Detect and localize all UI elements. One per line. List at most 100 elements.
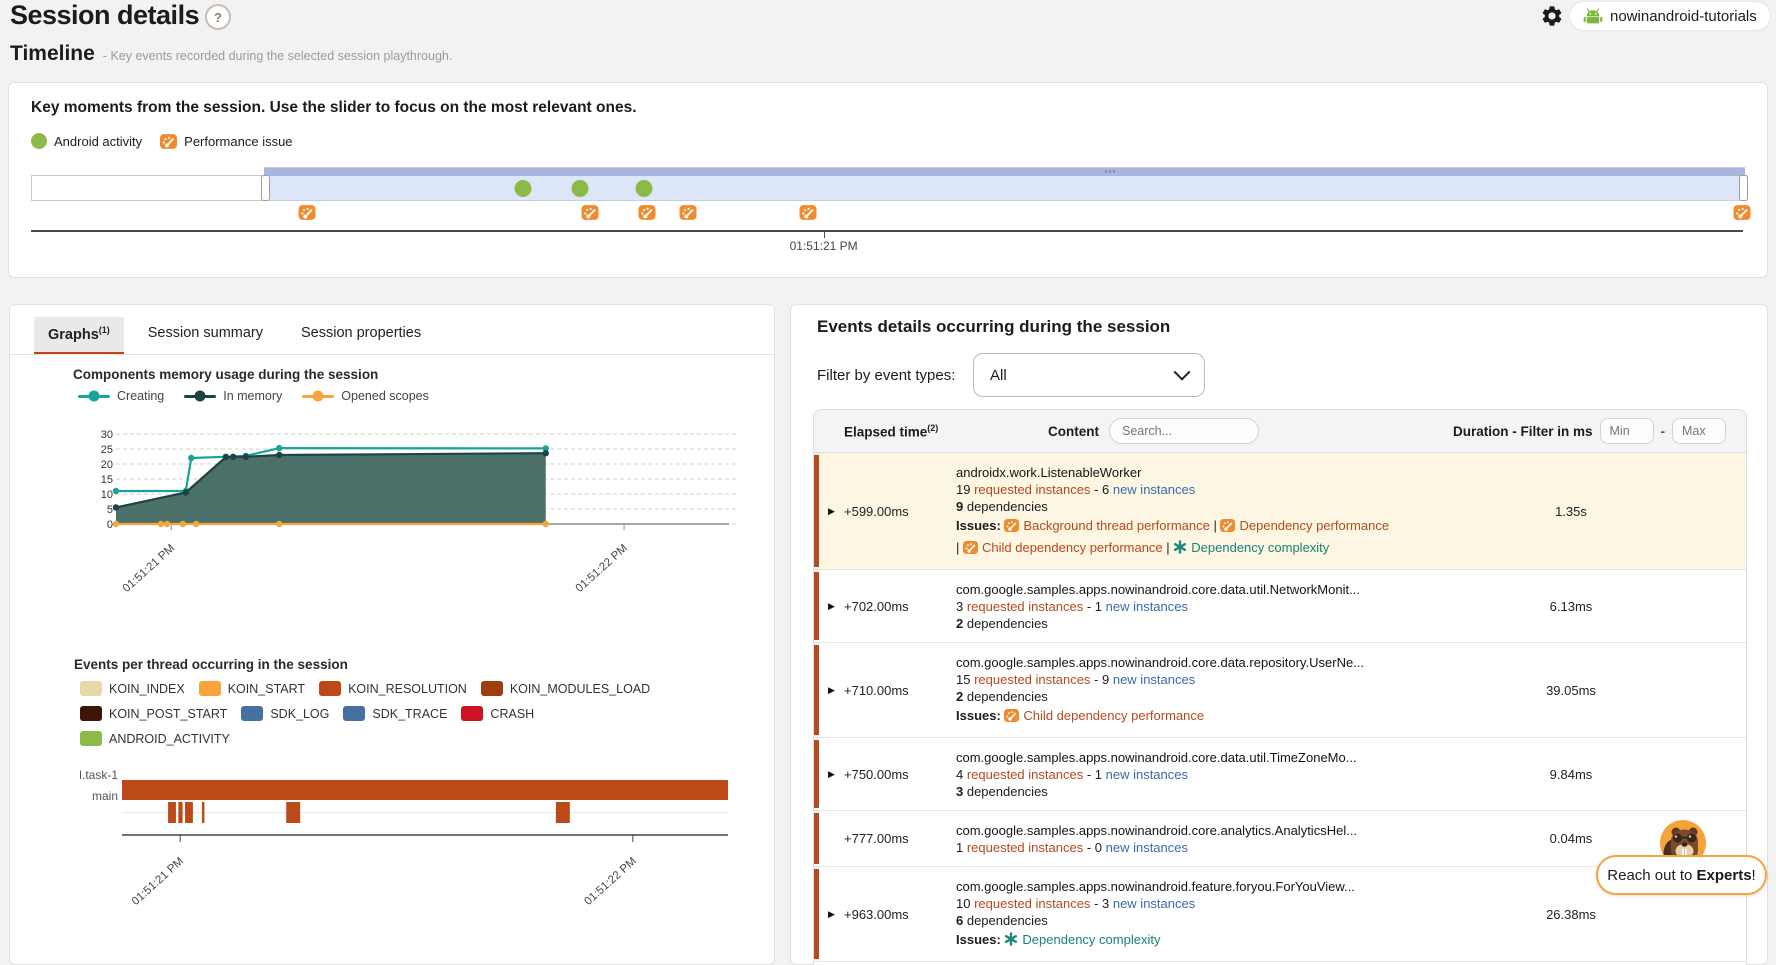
issues-label: Issues:: [956, 708, 1004, 723]
tabs-divider: [10, 354, 774, 355]
slider-selection[interactable]: [264, 167, 1745, 201]
timeline-legend-item: Performance issue: [160, 134, 292, 149]
event-dependencies-line: 6 dependencies: [956, 912, 1396, 929]
requested-instances-label: requested instances: [967, 599, 1083, 614]
requested-instances-label: requested instances: [974, 896, 1090, 911]
performance-issue-marker[interactable]: [1733, 205, 1750, 220]
legend-label: Opened scopes: [341, 389, 429, 403]
new-count: - 3: [1090, 896, 1112, 911]
events-per-thread-chart: WM.task-1main01:51:21 PM01:51:22 PM: [80, 757, 770, 957]
row-expander-icon[interactable]: ▶: [828, 685, 838, 696]
legend-label: SDK_TRACE: [372, 707, 447, 721]
data-point: [230, 454, 236, 460]
data-point: [180, 521, 186, 527]
help-icon[interactable]: ?: [205, 4, 231, 30]
project-selector[interactable]: nowinandroid-tutorials: [1570, 2, 1770, 30]
android-activity-marker[interactable]: [635, 180, 652, 197]
row-expander-icon[interactable]: ▶: [828, 909, 838, 920]
row-expander-icon[interactable]: ▶: [828, 506, 838, 517]
legend-swatch: [461, 706, 483, 721]
elapsed-time-value: +963.00ms: [844, 907, 909, 922]
event-dependencies-line: 9 dependencies: [956, 498, 1396, 515]
chevron-down-icon: [1174, 364, 1191, 381]
data-point: [276, 445, 282, 451]
performance-issue-marker[interactable]: [639, 205, 656, 220]
thread-legend-item: SDK_TRACE: [343, 706, 447, 721]
thread-legend-item: ANDROID_ACTIVITY: [80, 731, 230, 746]
dependency-count: 2: [956, 616, 963, 631]
tab-session-properties[interactable]: Session properties: [287, 317, 435, 355]
event-row[interactable]: ▶+702.00mscom.google.samples.apps.nowina…: [814, 570, 1746, 643]
event-row[interactable]: ▶+599.00msandroidx.work.ListenableWorker…: [814, 453, 1746, 570]
memory-legend-item: In memory: [184, 389, 282, 403]
event-class-name: com.google.samples.apps.nowinandroid.fea…: [956, 878, 1396, 895]
event-class-name: com.google.samples.apps.nowinandroid.cor…: [956, 749, 1396, 766]
settings-gear-icon[interactable]: [1540, 4, 1564, 28]
event-content-cell: com.google.samples.apps.nowinandroid.cor…: [956, 570, 1396, 642]
new-count: - 6: [1090, 482, 1112, 497]
content-search-input[interactable]: [1109, 418, 1259, 444]
issue-label: Child dependency performance: [1023, 708, 1204, 723]
timeline-slider[interactable]: [31, 167, 1747, 203]
performance-issue-marker[interactable]: [299, 205, 316, 220]
tab-label: Graphs: [48, 327, 99, 343]
event-elapsed-cell: ▶+702.00ms: [814, 570, 956, 642]
timeline-subheading: - Key events recorded during the selecte…: [103, 49, 453, 63]
reach-out-experts-button[interactable]: Reach out to Experts!: [1596, 855, 1767, 895]
new-instances-label: new instances: [1106, 599, 1188, 614]
duration-min-input[interactable]: [1600, 418, 1654, 444]
event-row[interactable]: ▶+750.00mscom.google.samples.apps.nowina…: [814, 738, 1746, 811]
thread-legend-item: KOIN_MODULES_LOAD: [481, 681, 650, 696]
performance-gauge-icon: [1004, 519, 1019, 532]
issue-separator: |: [956, 540, 963, 555]
events-table-header: Elapsed time(2) Content Duration - Filte…: [814, 410, 1746, 453]
column-duration: Duration - Filter in ms -: [1453, 418, 1746, 444]
dependency-count: 9: [956, 499, 963, 514]
event-class-name: com.google.samples.apps.nowinandroid.cor…: [956, 654, 1396, 671]
tab-session-summary[interactable]: Session summary: [134, 317, 277, 355]
memory-usage-chart: 05101520253001:51:21 PM01:51:22 PM: [96, 417, 756, 627]
memory-legend-item: Opened scopes: [302, 389, 429, 403]
thread-legend-item: KOIN_START: [199, 681, 305, 696]
android-activity-marker[interactable]: [572, 180, 589, 197]
thread-legend-item: KOIN_RESOLUTION: [319, 681, 467, 696]
performance-issue-marker[interactable]: [680, 205, 697, 220]
duration-value: 6.13ms: [1550, 599, 1593, 614]
duration-range-separator: -: [1661, 424, 1666, 439]
events-details-title: Events details occurring during the sess…: [817, 317, 1170, 337]
row-expander-icon[interactable]: ▶: [828, 769, 838, 780]
android-activity-marker[interactable]: [515, 180, 532, 197]
data-point: [243, 454, 249, 460]
memory-chart-legend: CreatingIn memoryOpened scopes: [78, 389, 429, 403]
event-instances-line: 19 requested instances - 6 new instances: [956, 481, 1396, 498]
y-tick-label: 30: [101, 429, 113, 441]
slider-handle-left[interactable]: [261, 175, 270, 201]
event-elapsed-cell: ▶ +963.00ms: [814, 867, 956, 961]
event-row[interactable]: ▶ +710.00ms com.google.samples.apps.nowina…: [814, 643, 1746, 738]
y-tick-label: 5: [107, 504, 113, 516]
duration-max-input[interactable]: [1672, 418, 1726, 444]
slider-drag-dots-icon[interactable]: [1105, 170, 1107, 173]
slider-handle-right[interactable]: [1739, 175, 1748, 201]
timeline-legend-item: Android activity: [31, 133, 142, 149]
data-point: [113, 488, 119, 494]
legend-swatch: [481, 681, 503, 696]
y-tick-label: 0: [107, 519, 113, 531]
event-instances-line: 3 requested instances - 1 new instances: [956, 598, 1396, 615]
thread-legend-item: CRASH: [461, 706, 534, 721]
android-activity-legend-icon: [31, 133, 47, 149]
elapsed-time-value: +710.00ms: [844, 683, 909, 698]
performance-issue-marker[interactable]: [582, 205, 599, 220]
issue-label: Dependency performance: [1239, 518, 1389, 533]
tab-label: Session properties: [301, 325, 421, 341]
x-tick-label: 01:51:21 PM: [121, 542, 177, 595]
event-content-cell: androidx.work.ListenableWorker19 request…: [956, 453, 1396, 569]
event-content-cell: com.google.samples.apps.nowinandroid.cor…: [956, 811, 1396, 866]
memory-chart-title: Components memory usage during the sessi…: [73, 367, 378, 382]
performance-issue-marker[interactable]: [800, 205, 817, 220]
row-expander-icon[interactable]: ▶: [828, 601, 838, 612]
event-type-filter-dropdown[interactable]: All: [973, 353, 1205, 397]
performance-gauge-icon: [1220, 519, 1235, 532]
tab-graphs[interactable]: Graphs(1): [34, 317, 124, 355]
row-expander-spacer: [828, 834, 838, 844]
